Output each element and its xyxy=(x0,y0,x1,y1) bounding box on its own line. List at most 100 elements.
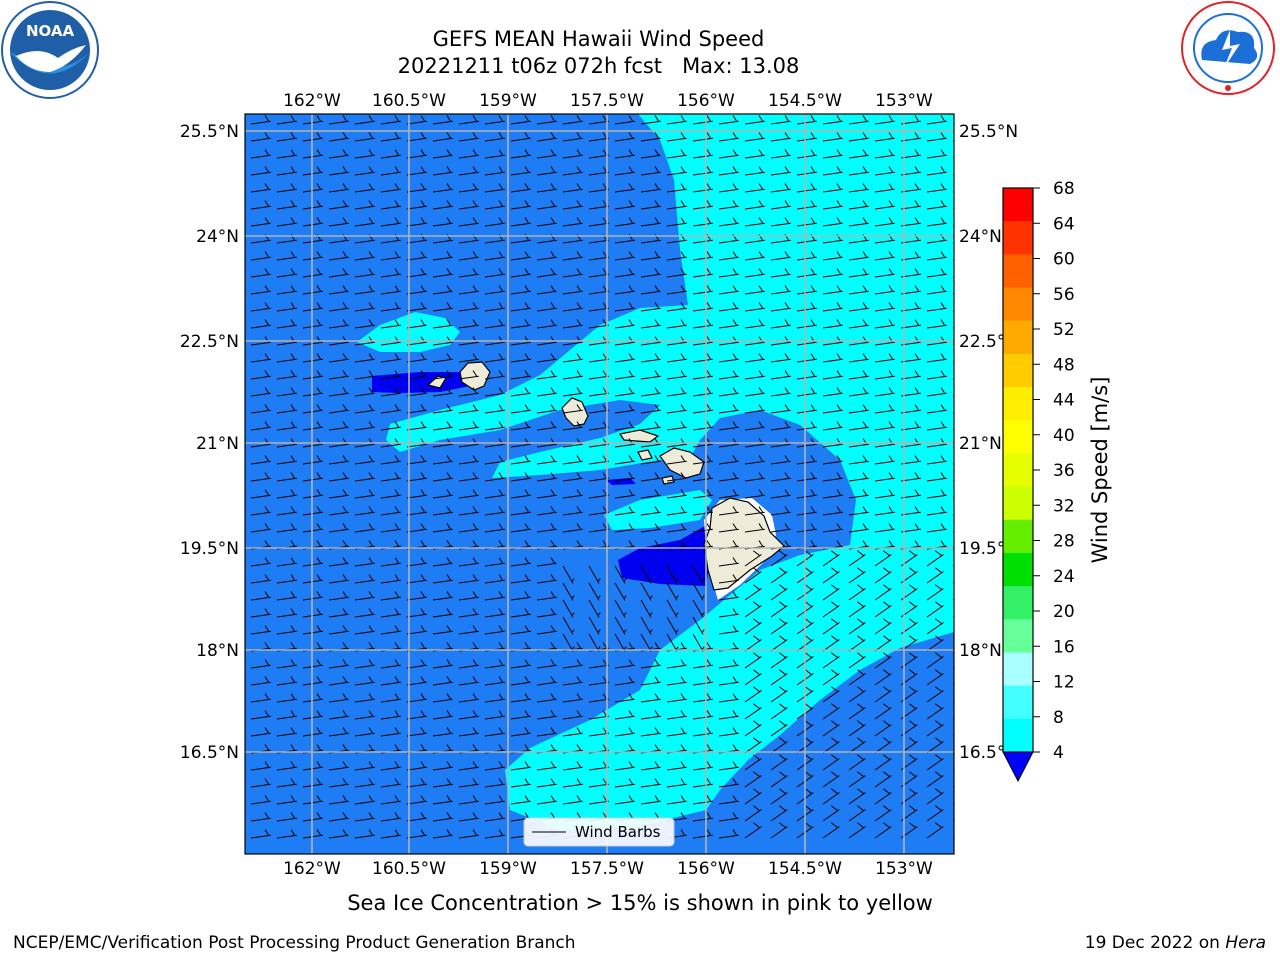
wind-barb-flag xyxy=(967,456,971,462)
wind-barb-flag xyxy=(550,302,556,309)
wind-barb-flag xyxy=(316,421,322,428)
wind-barb-flag xyxy=(882,686,891,693)
wind-barb-flag xyxy=(576,268,582,275)
wind-barb xyxy=(328,494,349,499)
wind-barb xyxy=(380,188,401,193)
wind-barb-flag xyxy=(316,404,322,411)
wind-barb xyxy=(744,809,762,822)
wind-barb-flag xyxy=(472,455,478,462)
wind-barb-flag xyxy=(940,319,946,326)
wind-barb-flag xyxy=(368,829,374,836)
wind-barb-flag xyxy=(706,115,712,122)
wind-barb-flag xyxy=(628,319,634,326)
wind-barb-flag xyxy=(446,183,452,190)
wind-barb-flag xyxy=(836,353,842,360)
wind-barb xyxy=(822,656,840,669)
wind-barb xyxy=(692,120,713,125)
wind-barb xyxy=(406,698,427,703)
wind-barb-flag xyxy=(804,720,813,727)
lon-label-bottom: 154.5°W xyxy=(768,859,842,879)
wind-barb-flag xyxy=(420,727,426,734)
colorbar-swatch xyxy=(1003,619,1033,653)
wind-barb xyxy=(640,528,661,533)
colorbar-tick-label: 28 xyxy=(1053,532,1075,552)
wind-barb-flag xyxy=(420,608,426,615)
colorbar-tick-label: 68 xyxy=(1053,180,1075,199)
wind-barb-flag xyxy=(316,744,322,751)
wind-barb-flag xyxy=(316,217,322,224)
wind-barb xyxy=(406,477,427,482)
wind-barb xyxy=(614,222,635,227)
wind-barb-flag xyxy=(784,455,790,462)
wind-barb-flag xyxy=(420,166,426,173)
wind-barb-flag xyxy=(576,251,582,258)
wind-barb-flag xyxy=(602,217,608,224)
wind-barb-flag xyxy=(316,251,322,258)
wind-barb xyxy=(354,426,375,431)
wind-barb-flag xyxy=(576,200,582,207)
wind-barb xyxy=(848,443,869,448)
wind-barb-flag xyxy=(940,217,946,224)
wind-barb xyxy=(510,171,531,176)
wind-barb-flag xyxy=(778,669,787,676)
wind-barb-flag xyxy=(498,200,504,207)
wind-barb-flag xyxy=(342,557,348,564)
wind-barb-flag xyxy=(810,251,816,258)
wind-barb xyxy=(562,341,583,346)
wind-barb-flag xyxy=(784,319,790,326)
wind-barb xyxy=(380,324,401,329)
wind-barb xyxy=(874,707,892,720)
wind-barb-flag xyxy=(602,421,608,428)
wind-barb-flag xyxy=(420,778,426,785)
wind-barb xyxy=(510,460,531,465)
wind-barb-flag xyxy=(472,625,478,632)
wind-barb-flag xyxy=(784,200,790,207)
wind-barb-flag xyxy=(342,132,348,139)
wind-barb xyxy=(510,630,531,635)
wind-barb-flag xyxy=(732,744,738,751)
wind-barb-flag xyxy=(264,642,270,649)
wind-barb xyxy=(302,324,323,329)
wind-barb xyxy=(458,307,479,312)
wind-barb-flag xyxy=(784,217,790,224)
wind-barb-flag xyxy=(550,608,556,615)
wind-barb-flag xyxy=(290,183,296,190)
colorbar-tick-label: 20 xyxy=(1053,602,1075,622)
colorbar-tick-label: 64 xyxy=(1053,214,1075,234)
wind-barb-flag xyxy=(342,795,348,802)
wind-barb-flag xyxy=(784,115,790,122)
wind-barb-flag xyxy=(758,319,764,326)
wind-barb xyxy=(406,783,427,788)
wind-barb-flag xyxy=(264,183,270,190)
wind-barb xyxy=(718,188,739,193)
wind-barb-flag xyxy=(862,285,868,292)
wind-barb-flag xyxy=(680,387,686,394)
wind-barb-flag xyxy=(394,149,400,156)
wind-barb-flag xyxy=(264,727,270,734)
wind-barb-flag xyxy=(524,744,530,751)
wind-barb xyxy=(744,171,765,176)
wind-barb-flag xyxy=(908,720,917,727)
wind-barb xyxy=(458,460,479,465)
wind-barb xyxy=(510,324,531,329)
wind-barb-flag xyxy=(472,574,478,581)
wind-barb-flag xyxy=(706,676,712,683)
wind-barb-flag xyxy=(550,472,556,479)
wind-barb-flag xyxy=(316,319,322,326)
wind-barb xyxy=(718,375,739,380)
wind-barb-flag xyxy=(934,601,943,608)
wind-barb xyxy=(250,426,271,431)
wind-barb-flag xyxy=(836,251,842,258)
wind-barb-flag xyxy=(472,778,478,785)
wind-barb xyxy=(276,409,297,414)
wind-barb-flag xyxy=(732,217,738,224)
wind-barb xyxy=(380,239,401,244)
wind-barb xyxy=(328,273,349,278)
wind-barb-flag xyxy=(316,642,322,649)
wind-barb xyxy=(536,120,557,125)
wind-barb-flag xyxy=(342,217,348,224)
wind-barb-flag xyxy=(680,115,686,122)
wind-barb xyxy=(484,290,505,295)
wind-barb xyxy=(952,581,954,584)
wind-barb xyxy=(328,409,349,414)
